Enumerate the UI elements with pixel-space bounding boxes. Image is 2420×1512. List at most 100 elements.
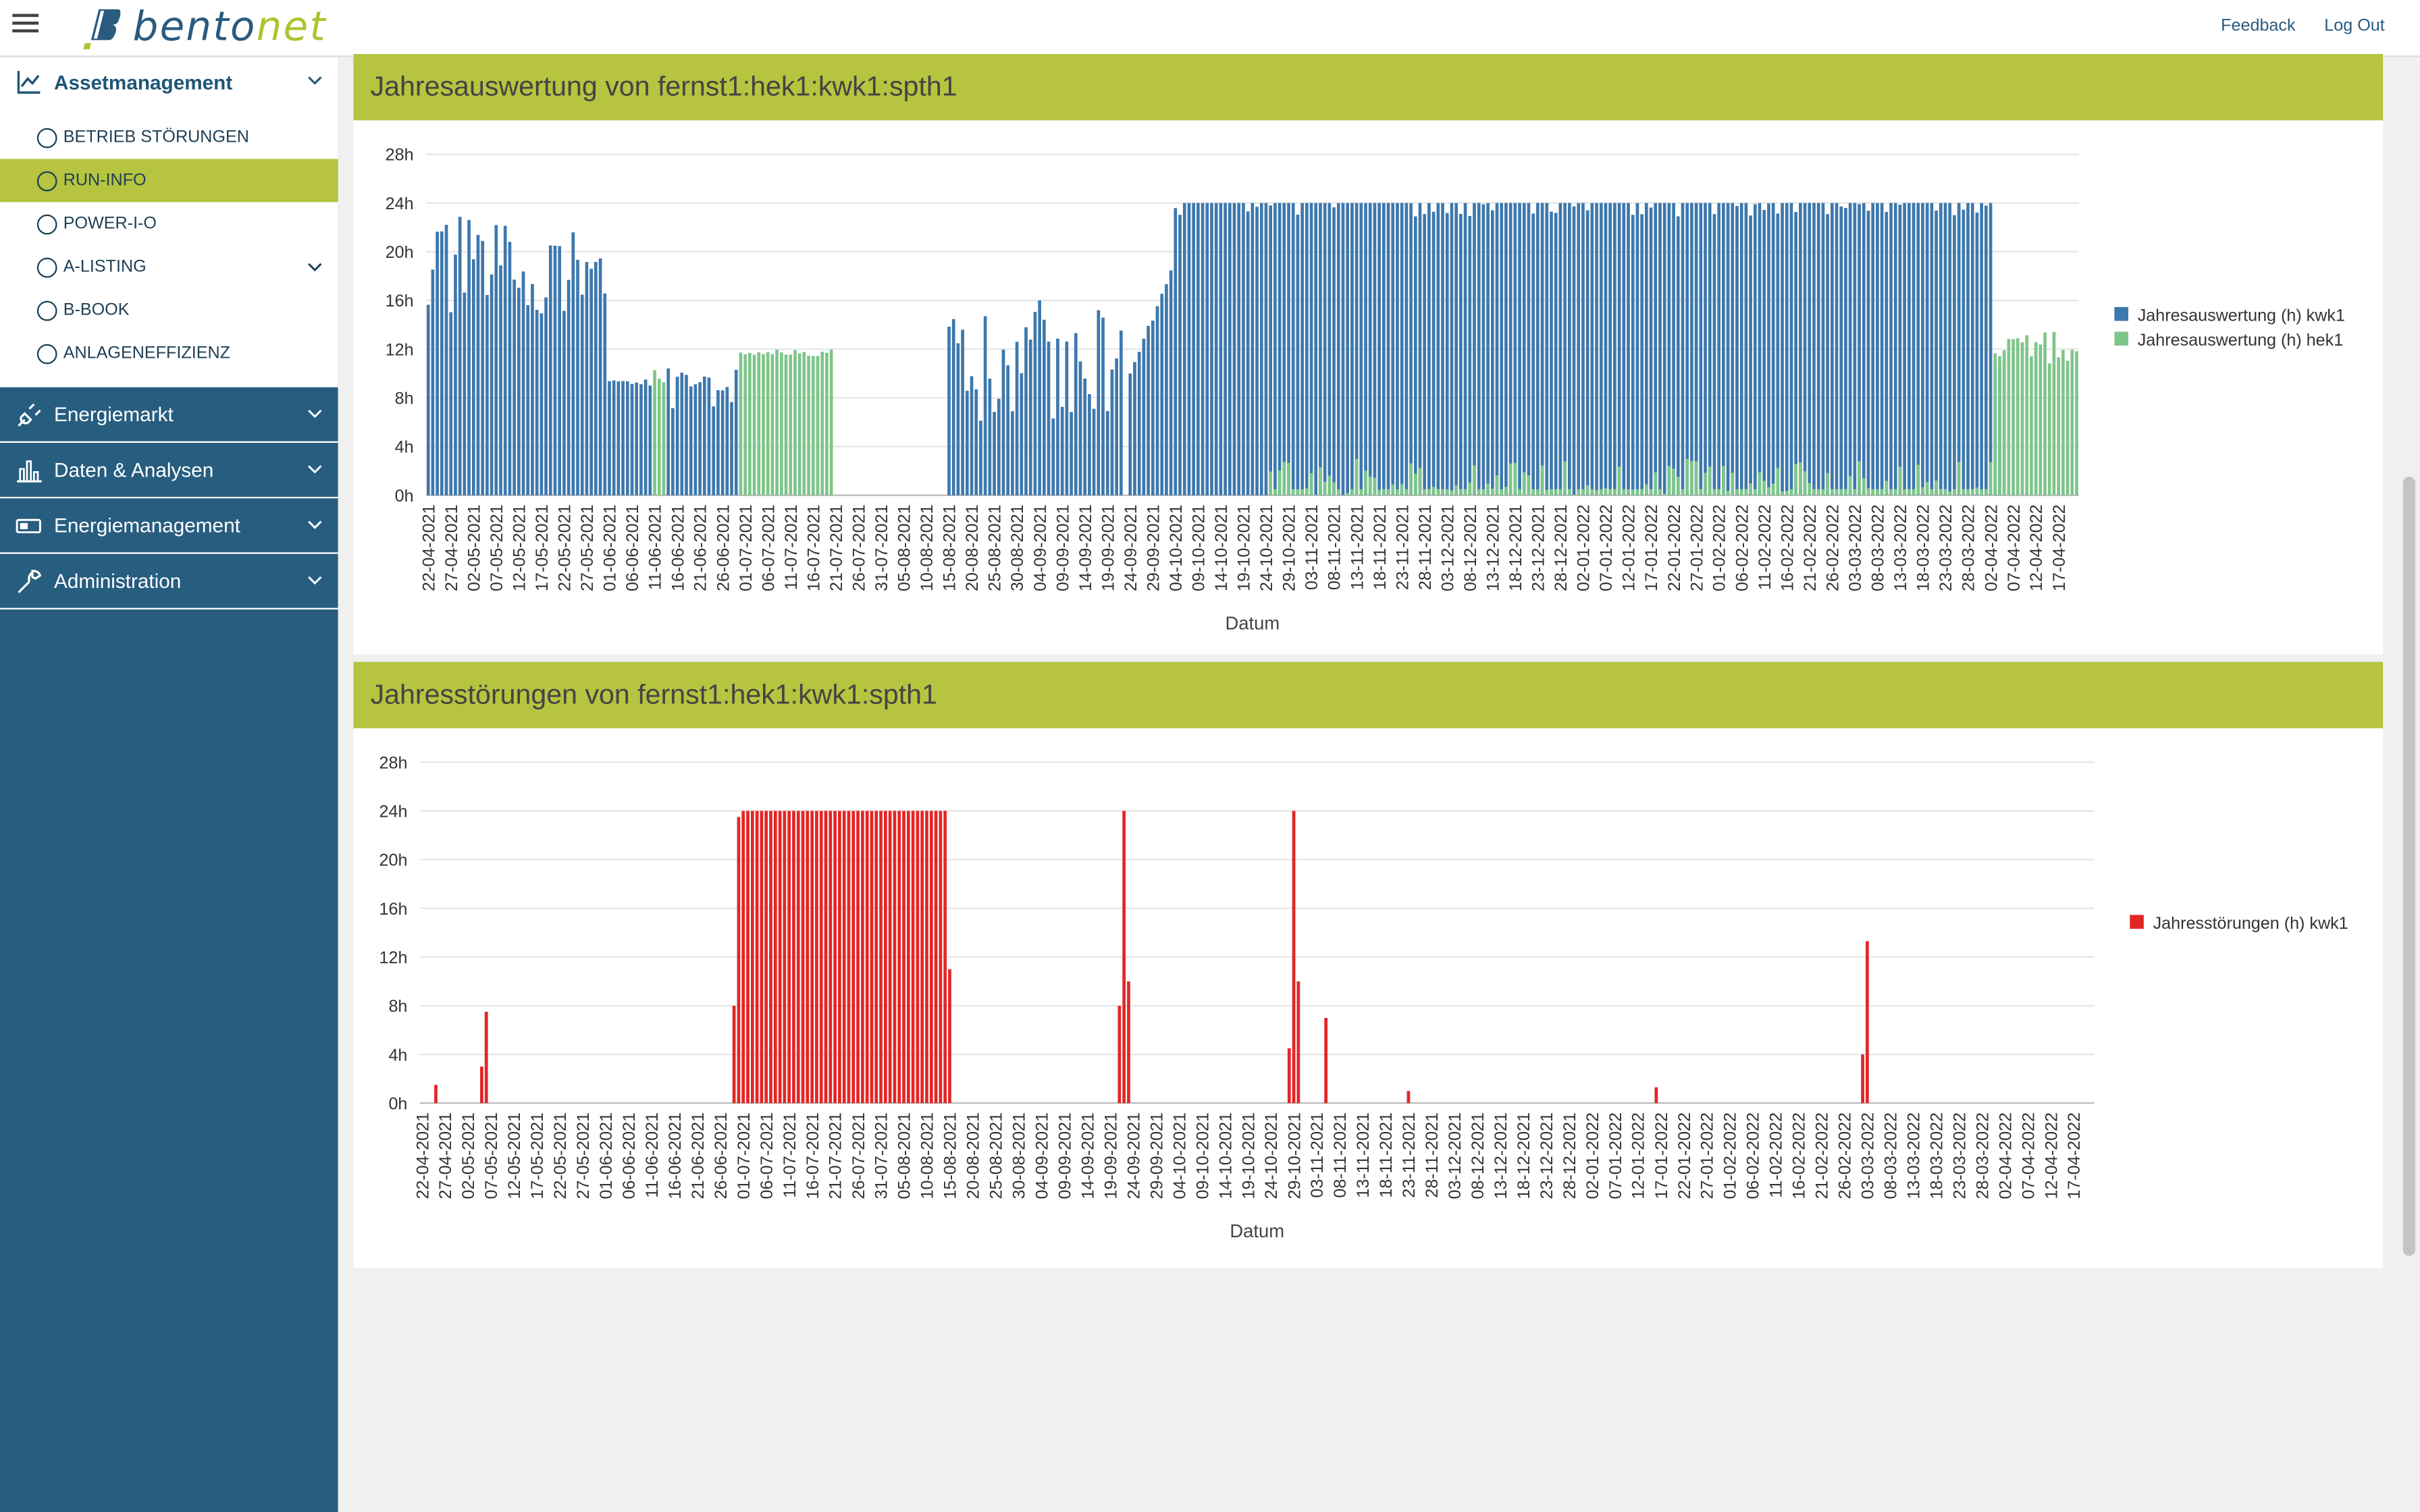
bentonet-logo[interactable]: bentonet bbox=[77, 3, 327, 53]
feedback-link[interactable]: Feedback bbox=[2221, 17, 2296, 36]
bar bbox=[1033, 311, 1037, 495]
bar bbox=[1776, 467, 1780, 495]
bar bbox=[1105, 410, 1109, 495]
x-tick-label: 18-03-2022 bbox=[1914, 504, 1933, 591]
chevron-down-icon[interactable] bbox=[307, 259, 323, 275]
x-tick-label: 01-02-2022 bbox=[1721, 1112, 1740, 1199]
chevron-down-icon[interactable] bbox=[307, 461, 323, 477]
bar bbox=[1753, 204, 1757, 495]
bar bbox=[856, 811, 860, 1104]
x-tick-label: 06-07-2021 bbox=[758, 1112, 777, 1199]
x-tick-label: 01-07-2021 bbox=[737, 504, 756, 591]
bar bbox=[1957, 202, 1961, 495]
sidebar-item-power-i-o[interactable]: POWER-I-O bbox=[0, 202, 338, 245]
bar bbox=[956, 343, 960, 495]
x-tick-label: 31-07-2021 bbox=[872, 504, 891, 591]
sidebar-item-betrieb-stoerungen[interactable]: BETRIEB STÖRUNGEN bbox=[0, 115, 338, 159]
bar bbox=[1545, 489, 1549, 495]
chevron-down-icon[interactable] bbox=[307, 72, 323, 88]
bar bbox=[1939, 489, 1943, 495]
bar bbox=[1490, 488, 1494, 495]
chevron-down-icon[interactable] bbox=[307, 517, 323, 533]
bar bbox=[1224, 202, 1227, 495]
bar bbox=[1731, 202, 1735, 495]
bar bbox=[820, 352, 824, 495]
x-tick-label: 04-09-2021 bbox=[1033, 1112, 1052, 1199]
daten-analysen-header[interactable]: Daten & Analysen bbox=[0, 443, 338, 499]
page-scrollbar[interactable] bbox=[2402, 477, 2416, 1256]
bar bbox=[436, 232, 439, 495]
x-tick-label: 05-08-2021 bbox=[895, 504, 914, 591]
bar bbox=[1423, 214, 1427, 495]
bar bbox=[1269, 471, 1273, 495]
administration-header[interactable]: Administration bbox=[0, 554, 338, 610]
bar bbox=[1953, 489, 1956, 495]
bar bbox=[1278, 202, 1282, 495]
bar bbox=[1861, 1054, 1864, 1104]
radio-circle-icon bbox=[36, 256, 57, 277]
bar bbox=[2075, 351, 2078, 495]
bar bbox=[1450, 490, 1454, 495]
bar bbox=[1038, 300, 1041, 495]
bar bbox=[1921, 202, 1924, 495]
x-tick-label: 17-05-2021 bbox=[533, 504, 552, 591]
assetmanagement-header[interactable]: Assetmanagement bbox=[0, 57, 338, 107]
bar bbox=[1762, 481, 1766, 495]
bar bbox=[1115, 358, 1118, 495]
bar bbox=[1785, 491, 1789, 495]
x-tick-label: 06-06-2021 bbox=[620, 1112, 639, 1199]
x-tick-label: 20-08-2021 bbox=[963, 504, 982, 591]
bar bbox=[1808, 202, 1812, 495]
x-tick-label: 14-10-2021 bbox=[1212, 504, 1231, 591]
sidebar-item-run-info[interactable]: RUN-INFO bbox=[0, 159, 338, 202]
x-tick-label: 27-01-2022 bbox=[1698, 1112, 1717, 1199]
chevron-down-icon[interactable] bbox=[307, 406, 323, 421]
x-tick-label: 07-01-2022 bbox=[1606, 1112, 1625, 1199]
legend-swatch bbox=[2114, 306, 2128, 321]
x-tick-label: 28-11-2021 bbox=[1416, 504, 1435, 590]
bar bbox=[490, 274, 494, 495]
bar bbox=[630, 383, 634, 495]
energiemanagement-header[interactable]: Energiemanagement bbox=[0, 498, 338, 554]
bar bbox=[1350, 202, 1354, 495]
x-tick-label: 16-06-2021 bbox=[668, 504, 687, 591]
bar bbox=[1722, 466, 1725, 495]
bar bbox=[1767, 203, 1770, 495]
bar bbox=[675, 377, 679, 495]
bar bbox=[1182, 202, 1186, 495]
sidebar-item-anlageneffizienz[interactable]: ANLAGENEFFIZIENZ bbox=[0, 331, 338, 375]
bar bbox=[458, 217, 462, 495]
bar bbox=[1160, 294, 1164, 495]
bar bbox=[1717, 489, 1720, 495]
bar bbox=[1504, 487, 1508, 495]
bar bbox=[1445, 489, 1449, 495]
bar bbox=[1327, 202, 1332, 495]
radio-circle-icon bbox=[36, 213, 57, 234]
bar bbox=[1921, 487, 1924, 495]
bar bbox=[1319, 202, 1322, 495]
bar bbox=[1781, 202, 1784, 495]
x-tick-label: 10-08-2021 bbox=[918, 1112, 937, 1199]
bar bbox=[1699, 489, 1703, 495]
bar bbox=[1120, 330, 1123, 495]
x-tick-label: 21-02-2022 bbox=[1813, 1112, 1832, 1199]
sidebar-item-a-listing[interactable]: A-LISTING bbox=[0, 245, 338, 288]
x-axis-label: Datum bbox=[1230, 1220, 1284, 1241]
bar bbox=[1599, 202, 1603, 495]
bar bbox=[1848, 202, 1852, 495]
bar bbox=[1975, 487, 1979, 495]
bar bbox=[1450, 202, 1454, 495]
bar bbox=[888, 811, 892, 1104]
legend-label: Jahresauswertung (h) kwk1 bbox=[2138, 306, 2345, 325]
bar bbox=[1287, 1048, 1291, 1104]
hamburger-menu-icon[interactable] bbox=[12, 14, 39, 37]
bar bbox=[1744, 202, 1748, 495]
bar-chart-icon bbox=[17, 459, 42, 482]
bar bbox=[1423, 489, 1427, 495]
sidebar-item-b-book[interactable]: B-BOOK bbox=[0, 288, 338, 331]
logout-link[interactable]: Log Out bbox=[2324, 17, 2385, 36]
chevron-down-icon[interactable] bbox=[307, 572, 323, 588]
energiemarkt-header[interactable]: Energiemarkt bbox=[0, 387, 338, 443]
bar bbox=[883, 811, 887, 1104]
x-tick-label: 21-07-2021 bbox=[826, 1112, 845, 1199]
